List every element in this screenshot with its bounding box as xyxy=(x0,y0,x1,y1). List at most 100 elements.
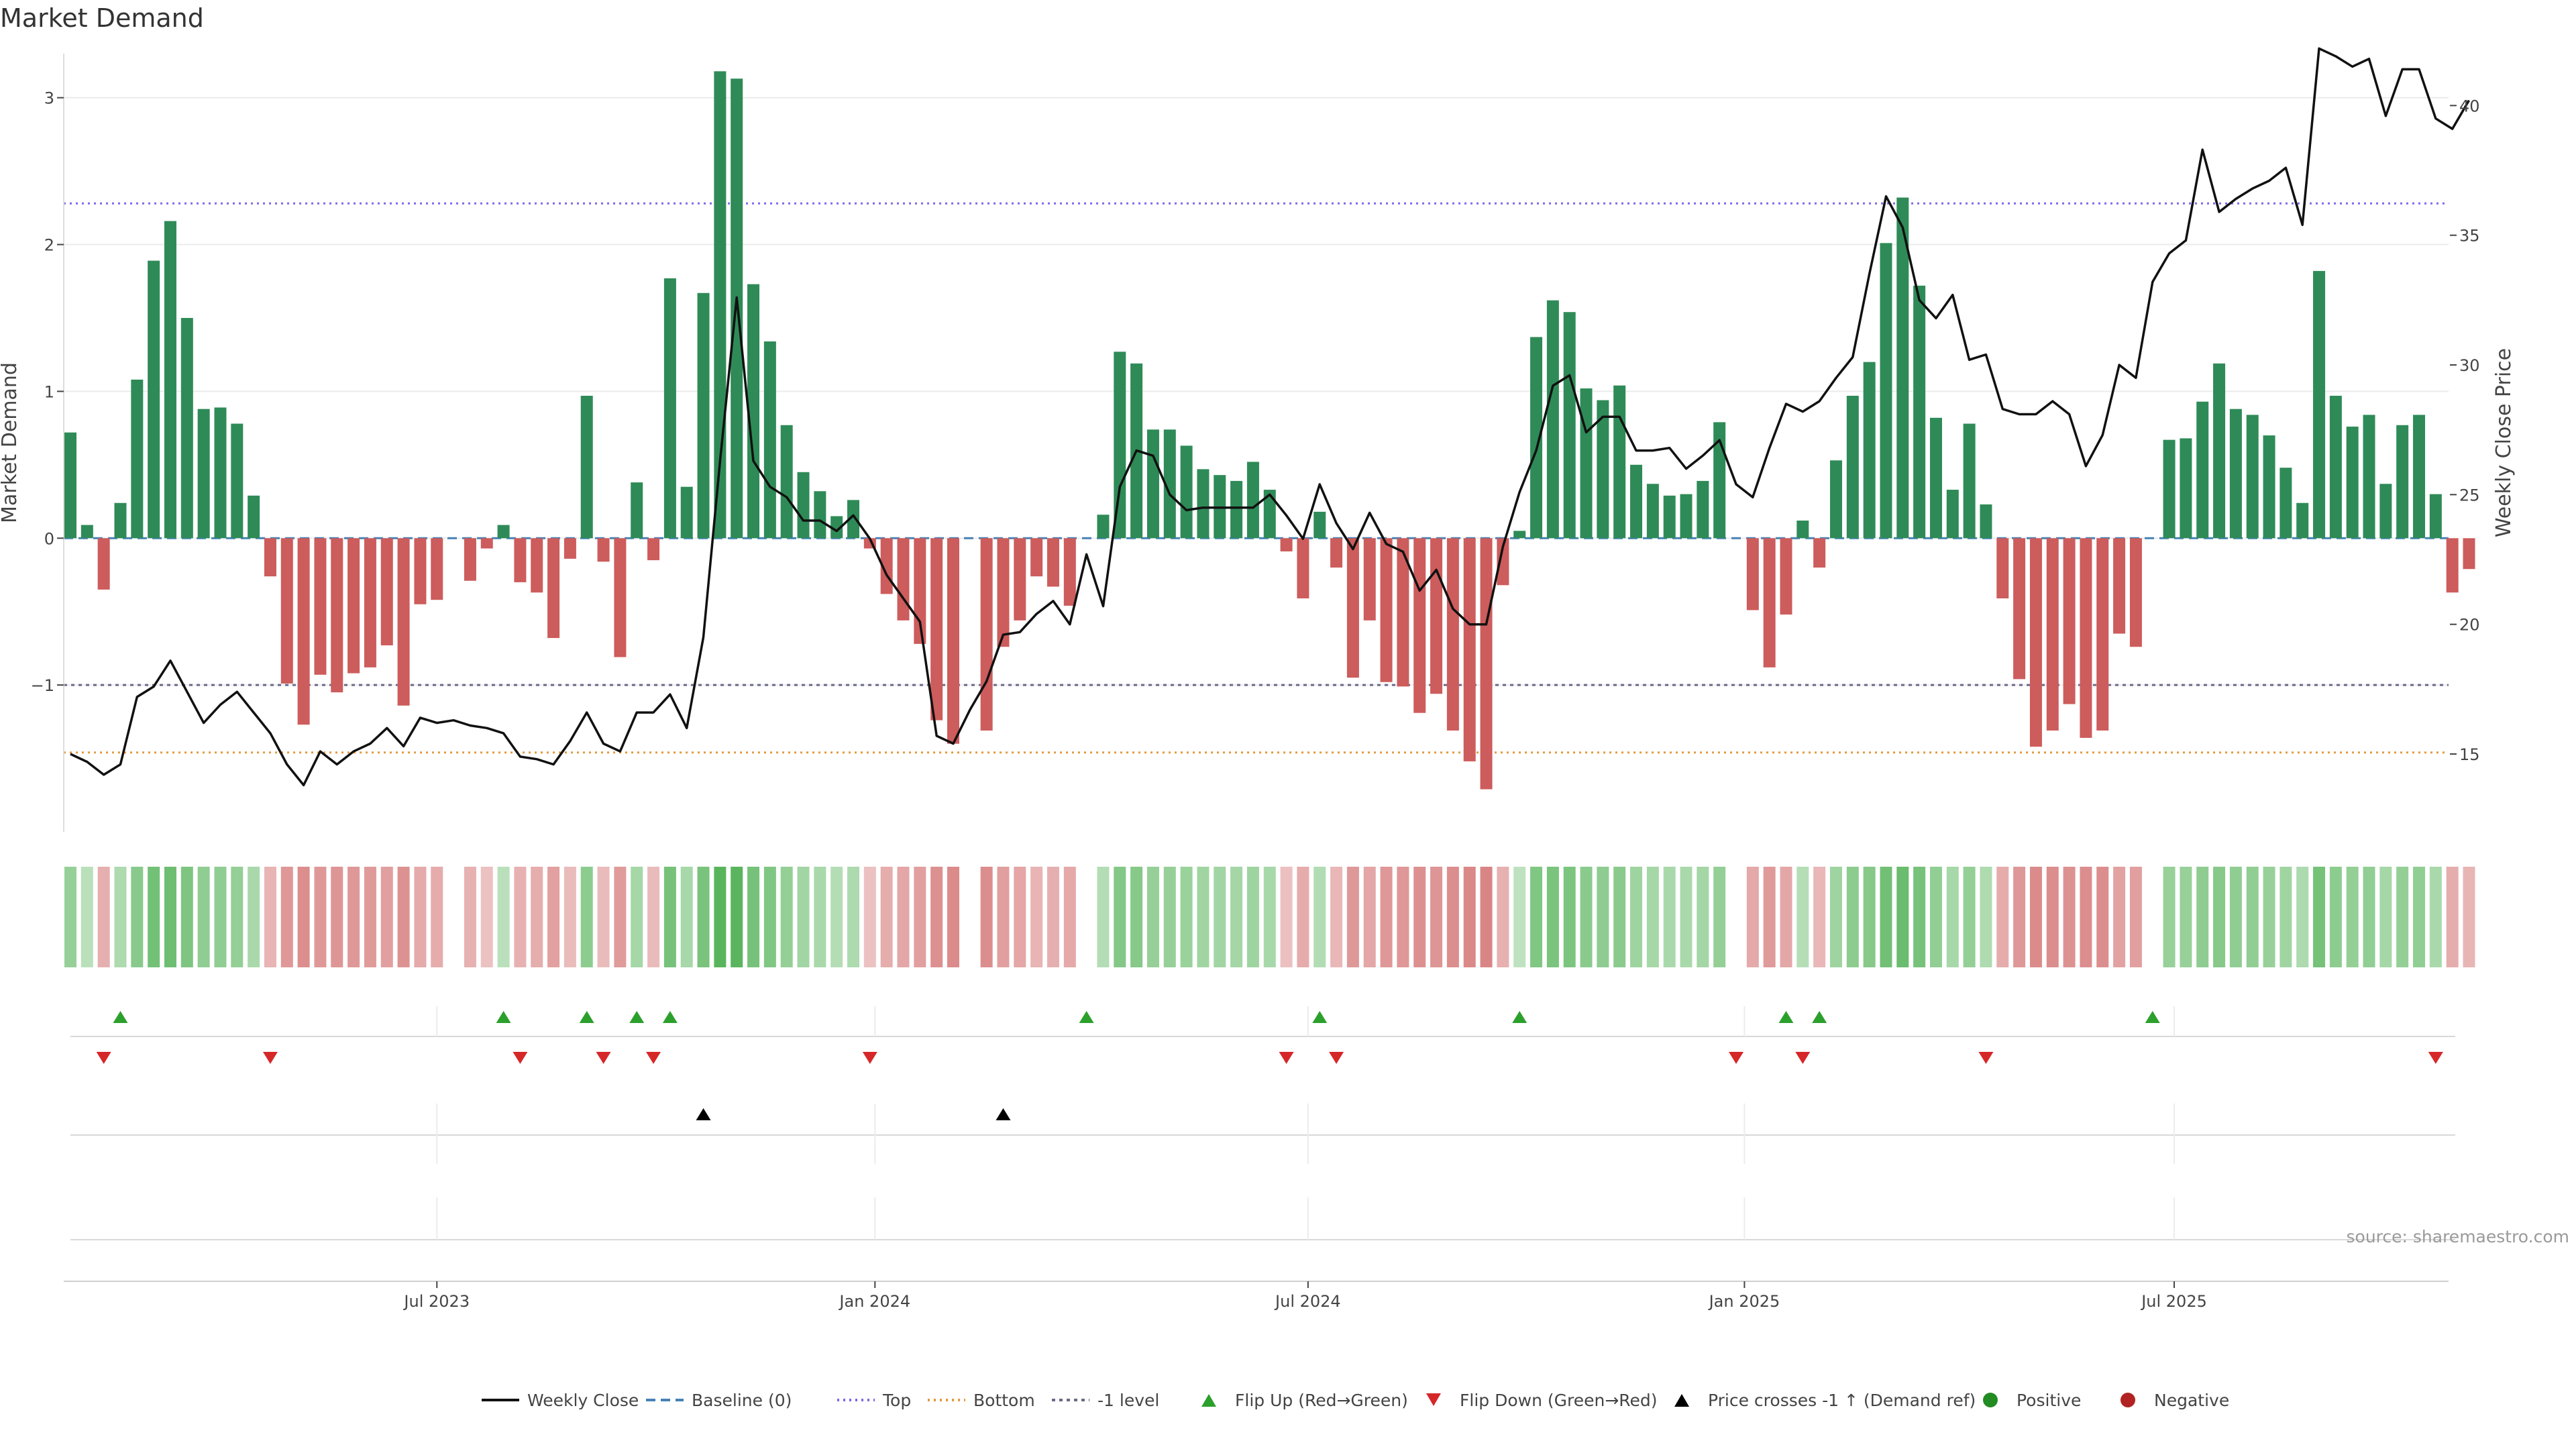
demand-bar xyxy=(497,525,510,539)
heat-cell xyxy=(2413,867,2426,967)
demand-bar xyxy=(2396,425,2409,539)
legend-label: Baseline (0) xyxy=(692,1391,792,1410)
heat-cell xyxy=(1746,867,1759,967)
heat-cell xyxy=(930,867,943,967)
demand-bar xyxy=(2163,439,2176,539)
demand-bar xyxy=(380,538,393,646)
demand-bar xyxy=(1829,460,1842,539)
legend-label: Weekly Close xyxy=(527,1391,639,1410)
demand-bar xyxy=(997,538,1010,647)
heat-cell xyxy=(1280,867,1293,967)
source-note: source: sharemaestro.com xyxy=(2347,1227,2570,1246)
heat-cell xyxy=(1680,867,1693,967)
demand-bar xyxy=(1397,538,1409,687)
heat-cell xyxy=(1896,867,1909,967)
demand-bar xyxy=(1346,538,1359,678)
heat-cell xyxy=(797,867,810,967)
heat-cell xyxy=(830,867,843,967)
heat-cell xyxy=(863,867,876,967)
x-tick-label: Jul 2025 xyxy=(2140,1292,2207,1311)
heat-cell xyxy=(714,867,727,967)
heat-cell xyxy=(248,867,260,967)
demand-bar xyxy=(897,538,910,621)
demand-bar xyxy=(114,502,127,539)
demand-bar xyxy=(564,538,576,559)
demand-bar xyxy=(2063,538,2076,704)
heat-cell xyxy=(331,867,343,967)
demand-bar xyxy=(1513,531,1526,539)
heat-cell xyxy=(347,867,360,967)
y2-tick-label: 35 xyxy=(2459,227,2480,246)
y-tick-label: 2 xyxy=(44,236,54,255)
demand-bar xyxy=(347,538,360,674)
demand-bar xyxy=(1846,395,1859,539)
legend-label: Flip Down (Green→Red) xyxy=(1460,1391,1658,1410)
y2-tick-label: 20 xyxy=(2459,616,2480,635)
heat-cell xyxy=(2046,867,2059,967)
demand-bar xyxy=(1980,504,1992,539)
legend-label: Top xyxy=(882,1391,911,1410)
demand-bar xyxy=(1796,521,1809,539)
flip-down-marker xyxy=(1329,1052,1344,1064)
heat-cell xyxy=(1880,867,1892,967)
demand-bar xyxy=(2180,438,2192,539)
legend-swatch xyxy=(1426,1393,1441,1406)
y-axis-label: Market Demand xyxy=(0,362,21,523)
demand-bar xyxy=(480,538,493,549)
heat-cell xyxy=(1346,867,1359,967)
demand-bar xyxy=(2429,494,2442,539)
demand-bar xyxy=(2463,538,2475,570)
y2-tick-label: 25 xyxy=(2459,486,2480,504)
heat-cell xyxy=(1063,867,1076,967)
heat-cell xyxy=(731,867,743,967)
demand-bar xyxy=(2013,538,2026,680)
demand-bar xyxy=(1046,538,1059,587)
heat-cell xyxy=(2213,867,2226,967)
heat-cell xyxy=(1497,867,1509,967)
demand-bar xyxy=(1863,362,1876,539)
event-panels xyxy=(70,1006,2455,1240)
demand-bar xyxy=(1280,538,1293,551)
legend-swatch xyxy=(1983,1393,1998,1407)
legend-swatch xyxy=(1674,1394,1689,1407)
demand-bar xyxy=(148,260,160,539)
demand-bar xyxy=(464,538,476,581)
flip-up-marker xyxy=(1512,1011,1527,1023)
flip-up-marker xyxy=(579,1011,594,1023)
demand-bar xyxy=(1380,538,1393,682)
demand-bar xyxy=(1580,388,1593,539)
demand-bar xyxy=(1946,490,1959,539)
demand-bar xyxy=(1030,538,1043,577)
heat-cell xyxy=(480,867,493,967)
legend-label: Flip Up (Red→Green) xyxy=(1235,1391,1408,1410)
y2-tick-label: 40 xyxy=(2459,97,2480,115)
price-series xyxy=(70,47,2471,787)
demand-bar xyxy=(663,278,676,539)
heat-cell xyxy=(80,867,93,967)
flip-down-marker xyxy=(1729,1052,1743,1064)
demand-bar xyxy=(97,538,110,590)
heat-cell xyxy=(1246,867,1259,967)
heat-cell xyxy=(431,867,443,967)
demand-bar xyxy=(1163,429,1176,539)
heat-cell xyxy=(1813,867,1826,967)
heat-cell xyxy=(1030,867,1043,967)
heat-cell xyxy=(2363,867,2375,967)
demand-bars xyxy=(64,71,2475,790)
demand-bar xyxy=(597,538,610,562)
demand-bar xyxy=(580,395,593,539)
heat-cell xyxy=(1230,867,1243,967)
price-cross-marker xyxy=(996,1108,1011,1120)
heat-cell xyxy=(197,867,210,967)
heat-cell xyxy=(1313,867,1326,967)
heat-cell xyxy=(1713,867,1726,967)
y2-tick-label: 15 xyxy=(2459,745,2480,764)
demand-bar xyxy=(1180,445,1193,539)
heat-cell xyxy=(1046,867,1059,967)
demand-bar xyxy=(231,423,244,539)
heat-cell xyxy=(1480,867,1493,967)
demand-bar xyxy=(1896,197,1909,539)
demand-bar xyxy=(180,317,193,539)
heat-cell xyxy=(1613,867,1626,967)
demand-bar xyxy=(780,425,793,539)
